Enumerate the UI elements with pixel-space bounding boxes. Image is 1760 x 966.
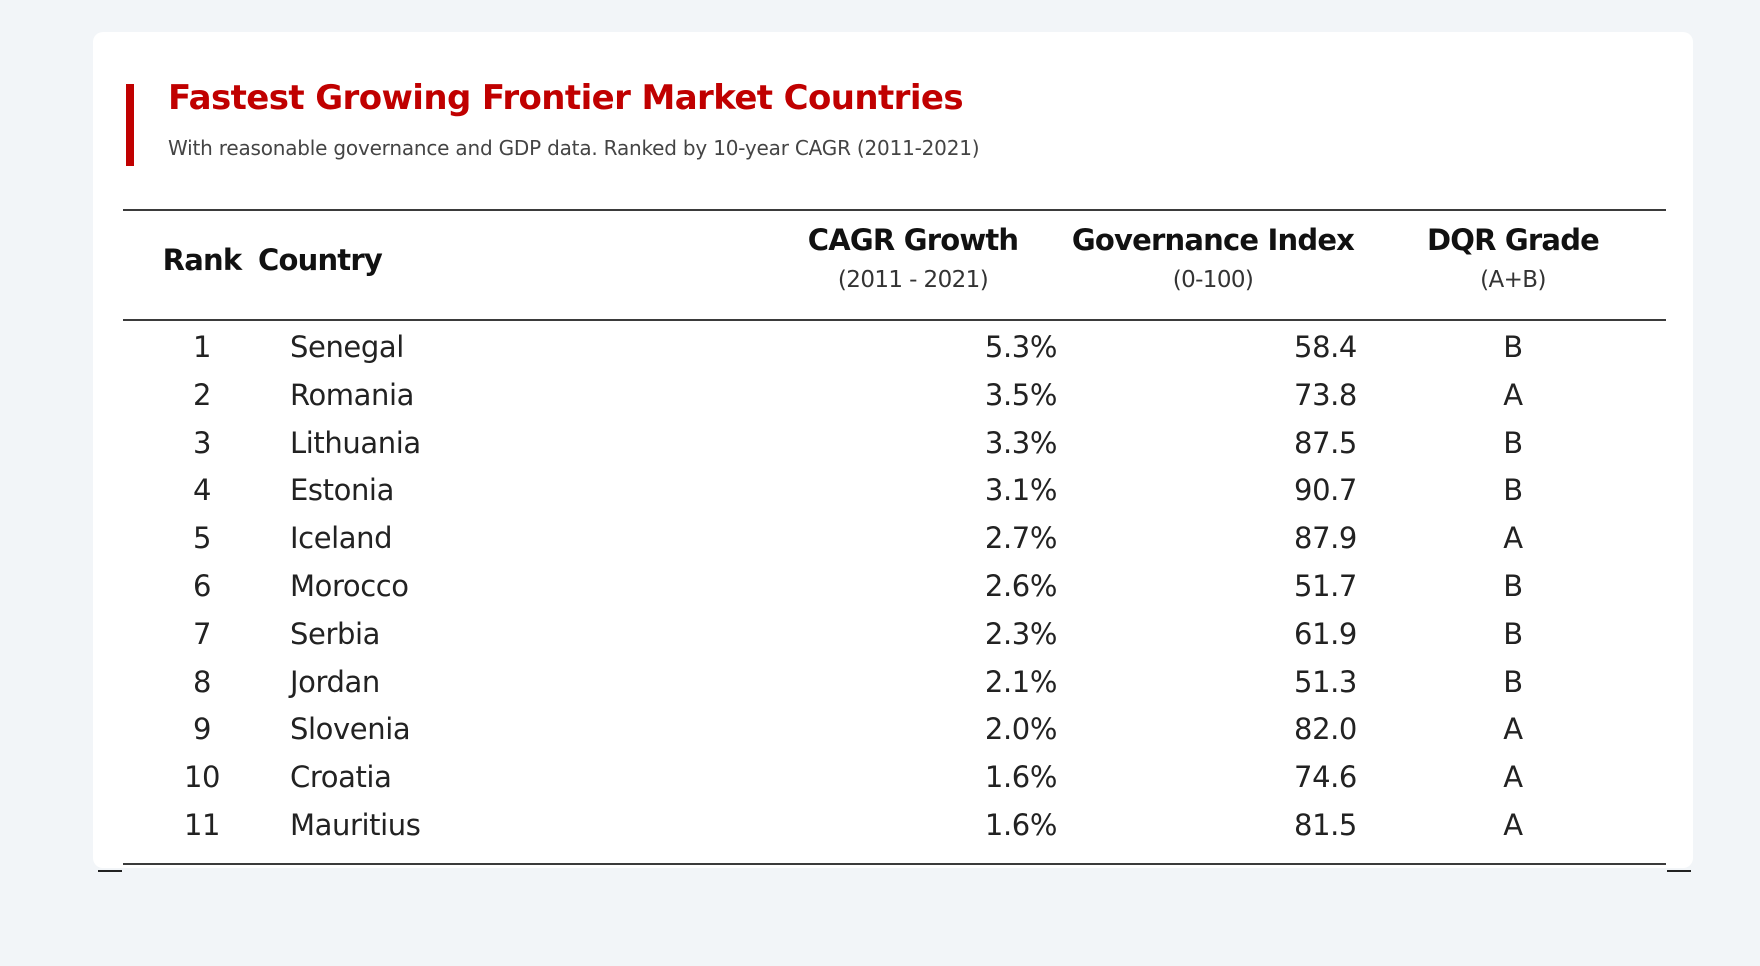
rank-value: 10 (183, 760, 221, 795)
header-grade: DQR Grade (1426, 223, 1600, 257)
countries-table: Rank Country CAGR Growth (2011 - 2021) G… (98, 209, 1691, 872)
header-governance-sub: (0-100) (1172, 267, 1254, 293)
country-name: Morocco (290, 569, 409, 603)
cagr-value: 3.5% (984, 377, 1057, 412)
header-cagr: CAGR Growth (807, 223, 1019, 257)
header-grade-sub: (A+B) (1480, 267, 1546, 293)
rank-value: 2 (192, 377, 212, 412)
grade-value: B (1503, 425, 1523, 460)
table-row: 8 Jordan 2.1% 51.3 B (123, 658, 1666, 706)
grade-value: B (1503, 473, 1523, 508)
cagr-value: 3.3% (984, 425, 1057, 460)
grade-value: A (1503, 808, 1523, 842)
rank-value: 11 (183, 808, 221, 842)
table-row: 6 Morocco 2.6% 51.7 B (123, 562, 1666, 610)
rank-value: 3 (192, 425, 212, 460)
cagr-value: 3.1% (984, 473, 1057, 508)
grade-value: A (1503, 377, 1523, 412)
rank-value: 7 (192, 616, 212, 651)
governance-value: 74.6 (1294, 760, 1357, 795)
governance-value: 82.0 (1294, 712, 1357, 747)
table-row: 5 Iceland 2.7% 87.9 A (123, 514, 1666, 562)
country-name: Romania (290, 377, 415, 412)
governance-value: 81.5 (1294, 808, 1357, 842)
table-bottom-rule (123, 863, 1666, 865)
rank-value: 5 (192, 521, 212, 556)
header-governance: Governance Index (1071, 223, 1355, 257)
governance-value: 87.5 (1294, 425, 1357, 460)
cagr-value: 1.6% (984, 760, 1057, 795)
governance-value: 61.9 (1294, 616, 1357, 651)
header-country: Country (258, 243, 383, 277)
grade-value: A (1503, 712, 1523, 747)
governance-value: 51.7 (1294, 569, 1357, 603)
rank-value: 6 (192, 569, 212, 603)
header-cagr-sub: (2011 - 2021) (837, 267, 989, 293)
table-corner-stub-right (1667, 870, 1691, 872)
grade-value: B (1503, 569, 1523, 603)
table-row: 11 Mauritius 1.6% 81.5 A (123, 801, 1666, 849)
content-card: Fastest Growing Frontier Market Countrie… (93, 32, 1693, 868)
country-name: Mauritius (290, 808, 421, 842)
grade-value: B (1503, 664, 1523, 699)
governance-value: 73.8 (1294, 377, 1357, 412)
grade-value: A (1503, 521, 1523, 556)
cagr-value: 2.1% (984, 664, 1057, 699)
country-name: Croatia (290, 760, 392, 795)
country-name: Slovenia (290, 712, 411, 747)
table-row: 9 Slovenia 2.0% 82.0 A (123, 705, 1666, 753)
governance-value: 90.7 (1294, 473, 1357, 508)
country-name: Lithuania (290, 425, 421, 460)
page-title: Fastest Growing Frontier Market Countrie… (168, 78, 964, 118)
governance-value: 51.3 (1294, 664, 1357, 699)
table-row: 2 Romania 3.5% 73.8 A (123, 371, 1666, 419)
table-row: 7 Serbia 2.3% 61.9 B (123, 610, 1666, 658)
table-header-rule (123, 319, 1666, 321)
country-name: Iceland (290, 521, 393, 556)
cagr-value: 2.3% (984, 616, 1057, 651)
cagr-value: 2.0% (984, 712, 1057, 747)
rank-value: 8 (192, 664, 212, 699)
cagr-value: 5.3% (984, 330, 1057, 364)
cagr-value: 2.6% (984, 569, 1057, 603)
cagr-value: 1.6% (984, 808, 1057, 842)
governance-value: 87.9 (1294, 521, 1357, 556)
country-name: Jordan (290, 664, 380, 699)
grade-value: B (1503, 616, 1523, 651)
governance-value: 58.4 (1294, 330, 1357, 364)
table-row: 1 Senegal 5.3% 58.4 B (123, 323, 1666, 371)
cagr-value: 2.7% (984, 521, 1057, 556)
page-subtitle: With reasonable governance and GDP data.… (168, 136, 980, 160)
table-top-rule (123, 209, 1666, 211)
rank-value: 9 (192, 712, 212, 747)
rank-value: 1 (192, 330, 212, 364)
country-name: Senegal (290, 330, 404, 364)
country-name: Estonia (290, 473, 394, 508)
title-accent-bar (126, 84, 134, 166)
rank-value: 4 (192, 473, 212, 508)
table-row: 3 Lithuania 3.3% 87.5 B (123, 419, 1666, 467)
table-row: 10 Croatia 1.6% 74.6 A (123, 753, 1666, 801)
table-row: 4 Estonia 3.1% 90.7 B (123, 466, 1666, 514)
grade-value: A (1503, 760, 1523, 795)
grade-value: B (1503, 330, 1523, 364)
country-name: Serbia (290, 616, 381, 651)
header-rank: Rank (162, 243, 242, 277)
table-corner-stub-left (98, 870, 122, 872)
